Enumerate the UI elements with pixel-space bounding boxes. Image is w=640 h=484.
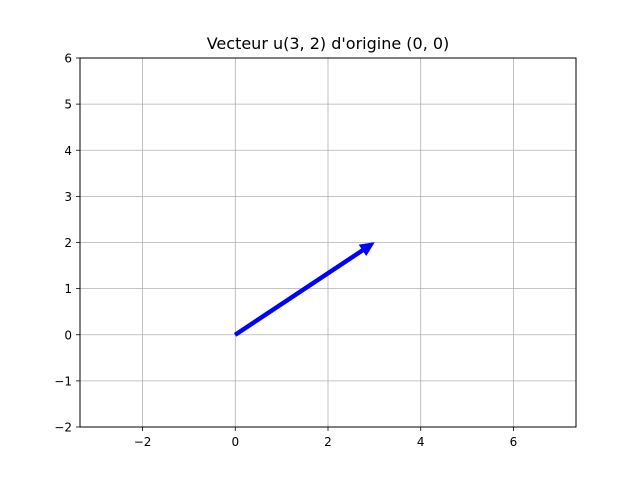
x-tick-label: 2 <box>324 435 332 449</box>
y-tick-label: 0 <box>64 328 72 342</box>
x-tick-label: 0 <box>231 435 239 449</box>
x-tick-label: 4 <box>417 435 425 449</box>
y-tick-label: −2 <box>54 421 72 435</box>
chart-title: Vecteur u(3, 2) d'origine (0, 0) <box>207 34 450 53</box>
y-tick-label: 6 <box>64 52 72 66</box>
plot-area: −2 0 2 4 6 −2 −1 0 1 2 3 4 5 6 <box>54 52 577 449</box>
y-axis-ticks: −2 −1 0 1 2 3 4 5 6 <box>54 52 80 435</box>
x-tick-label: 6 <box>510 435 518 449</box>
y-tick-label: −1 <box>54 374 72 388</box>
y-tick-label: 3 <box>64 190 72 204</box>
y-tick-label: 2 <box>64 236 72 250</box>
vector-arrow <box>233 242 375 337</box>
x-axis-ticks: −2 0 2 4 6 <box>134 427 518 449</box>
vectors <box>233 242 375 337</box>
y-tick-label: 4 <box>64 144 72 158</box>
y-tick-label: 5 <box>64 98 72 112</box>
x-tick-label: −2 <box>134 435 152 449</box>
y-tick-label: 1 <box>64 282 72 296</box>
